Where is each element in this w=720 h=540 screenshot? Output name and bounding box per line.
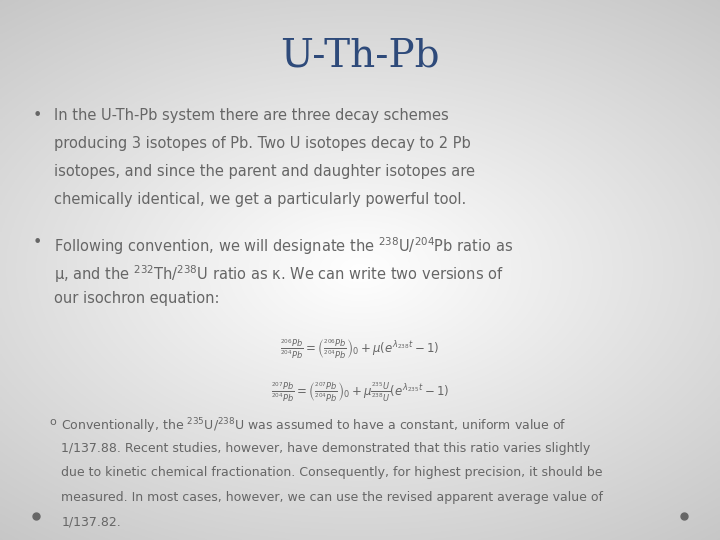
Text: isotopes, and since the parent and daughter isotopes are: isotopes, and since the parent and daugh… — [54, 164, 475, 179]
Text: o: o — [49, 417, 55, 427]
Text: our isochron equation:: our isochron equation: — [54, 291, 220, 306]
Text: 1/137.88. Recent studies, however, have demonstrated that this ratio varies slig: 1/137.88. Recent studies, however, have … — [61, 442, 590, 455]
Text: •: • — [32, 108, 42, 123]
Text: $\frac{^{207}Pb}{^{204}Pb} = \left(\frac{^{207}Pb}{^{204}Pb}\right)_0 + \mu\frac: $\frac{^{207}Pb}{^{204}Pb} = \left(\frac… — [271, 381, 449, 404]
Text: 1/137.82.: 1/137.82. — [61, 516, 121, 529]
Text: chemically identical, we get a particularly powerful tool.: chemically identical, we get a particula… — [54, 192, 467, 207]
Text: In the U-Th-Pb system there are three decay schemes: In the U-Th-Pb system there are three de… — [54, 108, 449, 123]
Text: •: • — [32, 235, 42, 250]
Text: $\frac{^{206}Pb}{^{204}Pb} = \left(\frac{^{206}Pb}{^{204}Pb}\right)_0 + \mu(e^{\: $\frac{^{206}Pb}{^{204}Pb} = \left(\frac… — [280, 338, 440, 361]
Text: measured. In most cases, however, we can use the revised apparent average value : measured. In most cases, however, we can… — [61, 491, 603, 504]
Text: U-Th-Pb: U-Th-Pb — [280, 38, 440, 75]
Text: Following convention, we will designate the $^{238}$U/$^{204}$Pb ratio as: Following convention, we will designate … — [54, 235, 513, 256]
Text: due to kinetic chemical fractionation. Consequently, for highest precision, it s: due to kinetic chemical fractionation. C… — [61, 467, 603, 480]
Text: μ, and the $^{232}$Th/$^{238}$U ratio as κ. We can write two versions of: μ, and the $^{232}$Th/$^{238}$U ratio as… — [54, 263, 504, 285]
Text: Conventionally, the $^{235}$U/$^{238}$U was assumed to have a constant, uniform : Conventionally, the $^{235}$U/$^{238}$U … — [61, 417, 567, 436]
Text: producing 3 isotopes of Pb. Two U isotopes decay to 2 Pb: producing 3 isotopes of Pb. Two U isotop… — [54, 136, 471, 151]
